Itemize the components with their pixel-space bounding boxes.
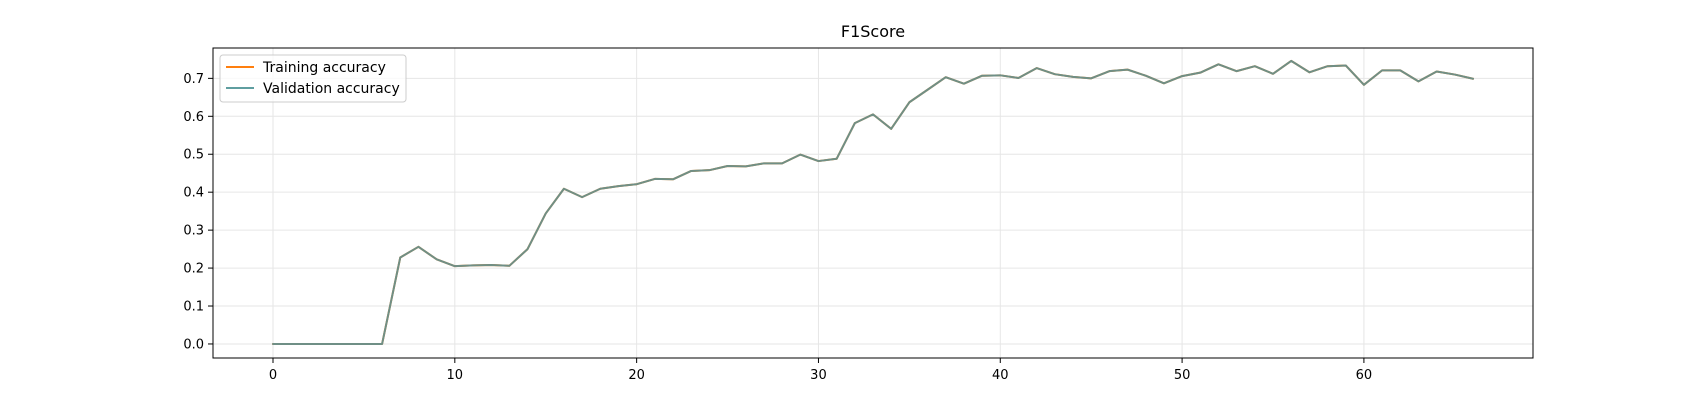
- series-line-validation: [272, 59, 1474, 345]
- grid-lines: [213, 48, 1533, 358]
- y-tick-label: 0.3: [183, 224, 204, 239]
- legend-label-validation: Validation accuracy: [263, 81, 400, 97]
- legend-label-training: Training accuracy: [262, 60, 386, 76]
- y-tick-label: 0.1: [183, 300, 204, 315]
- series-line-training: [272, 59, 1474, 345]
- y-tick-label: 0.2: [183, 262, 204, 277]
- legend-box: [219, 54, 407, 103]
- x-tick-label: 40: [992, 368, 1009, 383]
- series-lines: [272, 59, 1474, 345]
- y-tick-label: 0.0: [183, 337, 204, 352]
- chart-title: F1Score: [841, 22, 905, 41]
- y-tick-label: 0.4: [183, 186, 204, 201]
- y-tick-label: 0.5: [183, 148, 204, 163]
- x-tick-label: 30: [810, 368, 827, 383]
- y-tick-label: 0.7: [183, 72, 204, 87]
- y-tick-label: 0.6: [183, 110, 204, 125]
- axis-ticks: 0 10 20 30 40 50 60 0.0 0.1 0.2 0.3 0.4 0.5 0.6 0.7: [183, 72, 1372, 383]
- legend: Training accuracy Validation accuracy: [219, 54, 407, 103]
- x-tick-label: 50: [1174, 368, 1191, 383]
- x-tick-label: 60: [1356, 368, 1373, 383]
- x-tick-label: 10: [447, 368, 464, 383]
- x-tick-label: 20: [628, 368, 645, 383]
- plot-area-frame: [212, 47, 1534, 359]
- x-tick-label: 0: [269, 368, 277, 383]
